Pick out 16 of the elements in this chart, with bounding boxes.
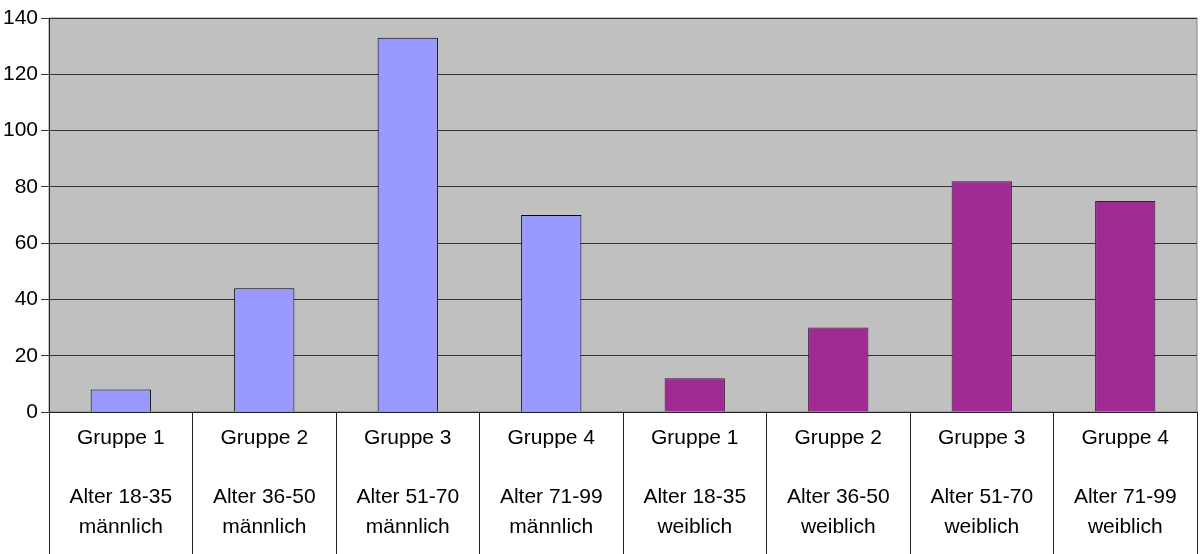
category-label: Gruppe 2 Alter 36-50 männlich [212, 425, 316, 537]
category-label: Gruppe 4 Alter 71-99 männlich [499, 425, 603, 537]
y-tick-label: 40 [14, 286, 39, 310]
y-tick-label: 80 [14, 173, 39, 197]
category-label: Gruppe 1 Alter 18-35 weiblich [643, 425, 747, 537]
y-tick-label: 20 [14, 342, 39, 366]
y-tick-label: 0 [26, 398, 39, 422]
y-tick-label: 60 [14, 229, 39, 253]
y-tick-label: 120 [2, 61, 39, 85]
category-label: Gruppe 1 Alter 18-35 männlich [69, 425, 173, 537]
category-label: Gruppe 3 Alter 51-70 männlich [356, 425, 460, 537]
category-label: Gruppe 2 Alter 36-50 weiblich [786, 425, 890, 537]
category-label: Gruppe 4 Alter 71-99 weiblich [1073, 425, 1177, 537]
y-tick-label: 140 [2, 4, 39, 28]
y-tick-label: 100 [2, 117, 39, 141]
category-label: Gruppe 3 Alter 51-70 weiblich [930, 425, 1034, 537]
